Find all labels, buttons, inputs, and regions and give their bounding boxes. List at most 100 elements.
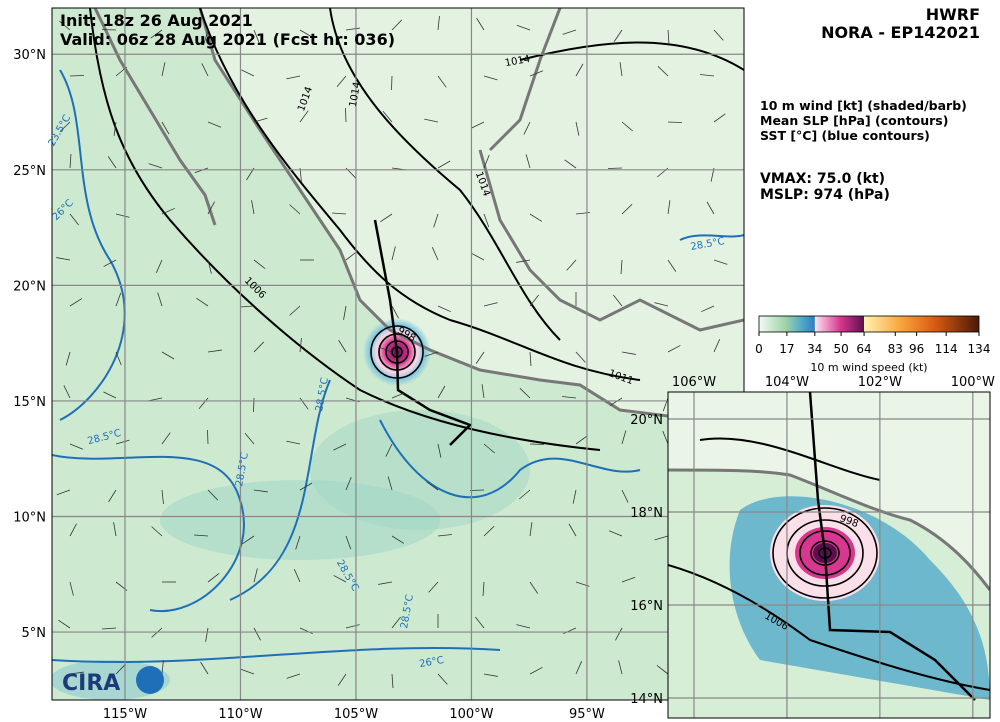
wind-barb <box>115 213 130 218</box>
wind-barb <box>562 29 577 35</box>
wind-barb <box>525 154 531 169</box>
wind-barb <box>575 121 580 136</box>
inset-layers <box>668 392 990 701</box>
wind-barb <box>337 673 347 686</box>
wind-barb <box>148 163 163 169</box>
wind-barb <box>568 523 577 537</box>
contour-label: 1014 <box>504 54 531 69</box>
wind-barb <box>385 443 393 457</box>
wind-barb <box>56 489 71 496</box>
lat-tick-label: 14°N <box>630 692 663 707</box>
wind-barb <box>345 535 352 550</box>
lon-tick-label: 110°W <box>218 707 262 722</box>
wind-barb <box>102 627 117 630</box>
wind-barb <box>378 346 393 353</box>
wind-barb <box>608 530 623 537</box>
wind-barb <box>299 397 309 410</box>
wind-barbs <box>56 16 728 688</box>
wind-barb <box>519 387 531 399</box>
wind-barb <box>667 200 671 215</box>
wind-barb <box>713 259 728 265</box>
lon-tick-label: 105°W <box>334 707 378 722</box>
wind-barb <box>529 667 543 675</box>
wind-barb <box>433 213 439 228</box>
lat-tick-label: 20°N <box>630 413 663 428</box>
wind-barb <box>161 660 164 675</box>
wind-barb <box>207 349 222 353</box>
wind-barb <box>615 627 623 641</box>
wind-barb <box>161 207 175 215</box>
wind-barb <box>107 156 117 169</box>
wind-barb <box>345 251 358 261</box>
wind-barb <box>391 305 399 319</box>
wind-barb <box>69 213 79 226</box>
logo: CIRA <box>62 671 120 696</box>
wind-barb <box>621 576 636 583</box>
wind-barb <box>59 20 71 31</box>
wind-barb <box>529 70 544 77</box>
wind-barb <box>378 581 393 585</box>
wind-barb <box>475 351 485 364</box>
colorbar-tick-label: 17 <box>779 342 794 356</box>
wind-barb <box>437 443 442 458</box>
wind-barb <box>437 160 451 169</box>
wind-barb <box>345 27 360 31</box>
wind-barb <box>69 298 83 307</box>
wind-barb <box>65 351 71 366</box>
wind-barb <box>115 351 122 366</box>
lat-tick-label: 15°N <box>13 395 46 410</box>
wind-barb <box>713 339 721 353</box>
wind-barb <box>662 430 669 445</box>
wind-barb <box>523 121 531 135</box>
lat-tick-label: 20°N <box>13 279 46 294</box>
wind-barb <box>115 663 127 675</box>
wind-barb <box>244 433 255 445</box>
contour-label: 1014 <box>348 81 363 108</box>
wind-barb <box>299 110 309 123</box>
wind-barb <box>620 259 623 274</box>
track <box>373 219 473 446</box>
wind-barb <box>700 74 715 77</box>
wind-barb <box>424 118 439 123</box>
wind-barb <box>516 624 531 629</box>
wind-barb <box>251 200 255 215</box>
wind-barb <box>618 660 623 675</box>
wind-barb <box>575 212 590 215</box>
colorbar-tick-label: 114 <box>935 342 958 356</box>
inset-frame <box>667 391 991 719</box>
wind-barb <box>198 397 209 409</box>
wind-barb <box>391 535 405 544</box>
wind-barb <box>483 443 495 454</box>
wind-barb <box>621 351 636 355</box>
wind-barb <box>253 341 265 353</box>
wind-barb <box>654 302 669 307</box>
wind-barb <box>161 121 170 135</box>
wind-barb <box>667 29 670 44</box>
wind-barb <box>293 569 301 583</box>
wind-barb <box>516 259 531 263</box>
wind-barb <box>289 204 301 215</box>
wind-barb <box>482 581 485 596</box>
wind-barb <box>563 627 577 635</box>
lat-tick-label: 30°N <box>13 48 46 63</box>
wind-barb <box>207 489 219 501</box>
wind-barb <box>575 661 583 675</box>
wind-barb <box>59 121 71 133</box>
wind-barb <box>253 627 261 641</box>
storm-name: NORA - EP142021 <box>821 23 980 42</box>
wind-barb <box>207 201 215 215</box>
vmax: VMAX: 75.0 (kt) <box>760 171 885 187</box>
wind-barb <box>476 17 485 31</box>
wind-barb <box>529 522 533 537</box>
wind-barb <box>426 481 439 491</box>
wind-barb <box>115 439 130 445</box>
wind-barb <box>713 113 726 123</box>
mslp: MSLP: 974 (hPa) <box>760 187 890 203</box>
wind-barb <box>667 259 677 272</box>
wind-barb <box>621 489 629 503</box>
colorbar <box>758 315 980 333</box>
wind-barb <box>203 29 209 44</box>
wind-barb <box>69 523 77 537</box>
wind-barb <box>483 75 498 81</box>
slp-contour <box>89 8 744 451</box>
